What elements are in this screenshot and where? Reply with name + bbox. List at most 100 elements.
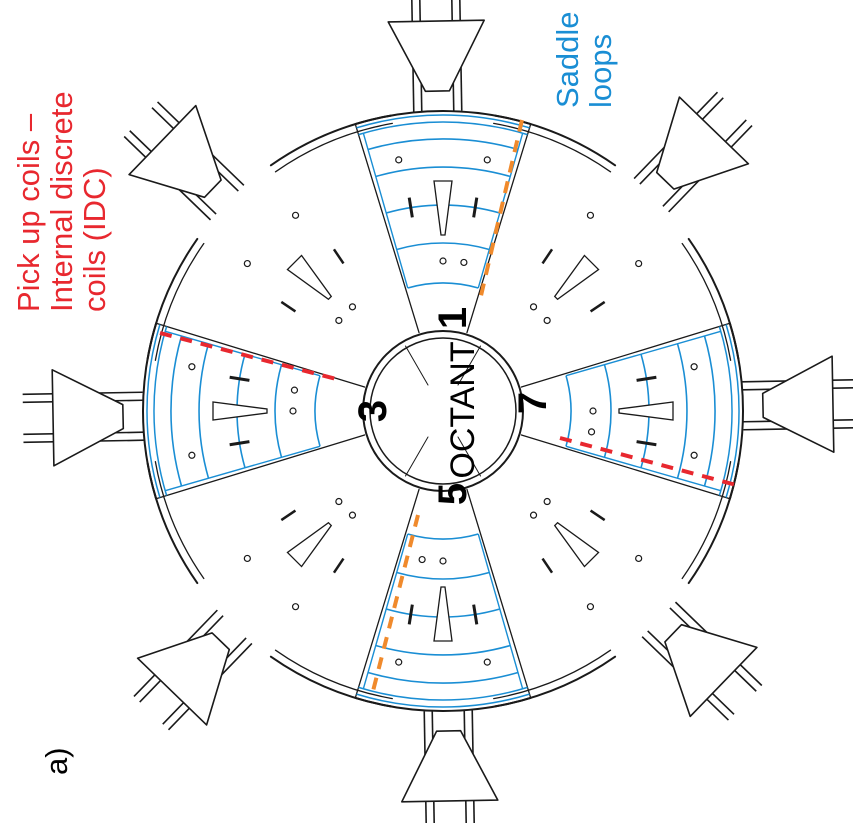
- saddle-side-line: [362, 133, 409, 289]
- vessel-wall-inner-arc: [493, 649, 612, 700]
- diagonal-side-slot: [280, 300, 297, 313]
- tapered-slot: [212, 401, 268, 421]
- tapered-slot: [618, 401, 674, 421]
- mounting-hole: [290, 386, 299, 394]
- side-slot: [636, 440, 657, 447]
- saddle-loops: [146, 114, 740, 708]
- diagonal-hole: [635, 554, 643, 563]
- diagonal-side-slot: [541, 248, 554, 265]
- saddle-label-line1: Saddle: [550, 11, 585, 108]
- saddle-loop-arc: [676, 343, 688, 479]
- pickup-label-line2: Internal discrete: [44, 91, 79, 312]
- pickup-label-line3: coils (IDC): [77, 167, 112, 312]
- mounting-hole: [460, 258, 468, 267]
- saddle-side-line: [565, 445, 721, 492]
- vessel-features: [188, 156, 698, 666]
- vessel-wall-inner-arc: [154, 461, 205, 580]
- saddle-loop-arc: [407, 533, 479, 540]
- saddle-loop-arc: [396, 571, 490, 580]
- vessel-wall-inner-arc: [493, 122, 612, 173]
- octant-boundary-line: [354, 123, 420, 334]
- panel-label-text: a): [39, 747, 74, 775]
- wedge-wall-outer: [142, 322, 158, 500]
- mounting-hole: [439, 257, 447, 265]
- port-assemblies: [22, 0, 853, 823]
- diagonal-hole: [635, 259, 643, 268]
- octant-boundary-line: [354, 488, 420, 699]
- vessel-wall-inner-arc: [681, 242, 732, 361]
- saddle-loop-arc: [170, 335, 183, 487]
- octant-number-5: 5: [431, 483, 475, 505]
- side-slot: [407, 604, 414, 625]
- vessel-wall-inner-arc: [274, 122, 393, 173]
- port-flange: [51, 368, 125, 467]
- saddle-edge-inner: [153, 326, 168, 496]
- diagonal-hole: [543, 316, 551, 325]
- octant-boundary-line: [520, 434, 731, 500]
- octant-boundary-line: [466, 123, 532, 334]
- saddle-edge-outer: [356, 693, 530, 708]
- vessel-wall-inner-arc: [154, 242, 205, 361]
- saddle-edge-inner: [358, 121, 528, 136]
- mounting-hole: [690, 363, 698, 371]
- octant-boundary-line: [520, 322, 731, 388]
- column-divider: [405, 436, 429, 477]
- port-flange: [136, 632, 231, 726]
- pickup-coils: [159, 119, 741, 696]
- side-slot: [407, 197, 414, 218]
- saddle-side-line: [565, 330, 721, 377]
- saddle-loop-arc: [407, 282, 479, 289]
- column-divider: [457, 345, 481, 386]
- saddle-loop-arc: [375, 166, 511, 178]
- saddle-edge-inner: [718, 326, 733, 496]
- saddle-loop-arc: [703, 335, 716, 487]
- diagonal-hole: [291, 603, 300, 611]
- octant-word-label: OCTANT: [444, 341, 482, 478]
- diagonal-slot: [286, 521, 333, 568]
- side-slot: [229, 375, 250, 382]
- side-slot: [636, 375, 657, 382]
- pickup-coils-label: Pick up coils – Internal discrete coils …: [11, 91, 112, 312]
- saddle-edge-outer: [356, 114, 530, 129]
- diagonal-hole: [243, 259, 251, 268]
- diagonal-side-slot: [541, 557, 554, 574]
- diagonal-slot: [553, 254, 600, 301]
- column-divider: [457, 436, 481, 477]
- saddle-loop-arc: [367, 671, 519, 684]
- tapered-slot: [433, 586, 453, 642]
- column-divider: [405, 345, 429, 386]
- wedge-wall-outer: [728, 322, 744, 500]
- side-slot: [229, 440, 250, 447]
- diagonal-hole: [335, 316, 343, 325]
- saddle-edge-outer: [146, 324, 161, 498]
- diagonal-slot: [286, 254, 333, 301]
- mounting-hole: [439, 557, 447, 565]
- mounting-hole: [589, 407, 597, 415]
- diagonal-hole: [243, 554, 251, 563]
- wedge-wall-outer: [354, 110, 532, 126]
- panel-label: a): [39, 747, 74, 775]
- saddle-side-line: [362, 533, 409, 689]
- octant-boundary-line: [466, 488, 532, 699]
- saddle-edge-outer: [725, 324, 740, 498]
- saddle-loop-arc: [274, 364, 283, 458]
- diagonal-hole: [348, 303, 357, 311]
- diagonal-side-slot: [280, 509, 297, 522]
- coil-top-trace: [478, 119, 524, 301]
- vessel-wall-inner-arc: [274, 649, 393, 700]
- saddle-label-line2: loops: [583, 33, 618, 108]
- diagonal-side-slot: [332, 248, 345, 265]
- diagonal-hole: [348, 511, 357, 519]
- tapered-slot: [433, 180, 453, 236]
- coil-bottom-trace: [370, 514, 420, 696]
- idc-coil-right: [559, 436, 741, 488]
- mounting-hole: [690, 451, 698, 459]
- octant-number-7: 7: [511, 392, 555, 414]
- diagonal-hole: [586, 211, 595, 219]
- octant-boundary-line: [155, 434, 366, 500]
- port-flange: [655, 96, 750, 190]
- diagonal-slot: [553, 521, 600, 568]
- saddle-loop-arc: [314, 375, 321, 447]
- side-slot: [472, 604, 479, 625]
